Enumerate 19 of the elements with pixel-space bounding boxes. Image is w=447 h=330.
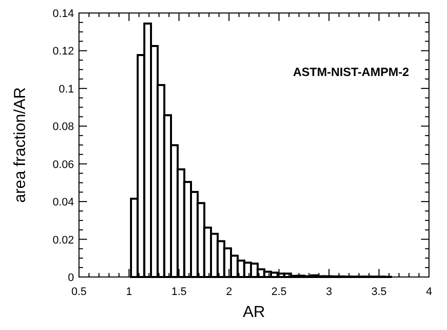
y-tick-label: 0.14 [52, 8, 74, 20]
x-tick-label: 0.5 [71, 286, 87, 298]
y-tick-label: 0.08 [52, 121, 74, 134]
x-tick-label: 1 [126, 286, 132, 298]
y-tick-label: 0 [68, 272, 74, 284]
x-tick-label: 3 [326, 286, 332, 298]
x-axis-title: AR [242, 304, 266, 321]
y-tick-label: 0.02 [52, 234, 74, 246]
x-tick-label: 4 [426, 286, 432, 298]
x-tick-label: 2 [226, 286, 232, 298]
x-tick-label: 2.5 [271, 286, 287, 298]
annotation: ASTM-NIST-AMPM-2 [293, 65, 410, 79]
x-tick-label: 3.5 [371, 286, 387, 298]
y-axis-title: area fraction/AR [12, 87, 29, 203]
y-tick-label: 0.1 [58, 83, 74, 96]
y-tick-label: 0.04 [52, 196, 74, 209]
y-tick-label: 0.12 [52, 46, 74, 58]
x-tick-label: 1.5 [171, 286, 187, 298]
y-tick-label: 0.06 [52, 158, 74, 171]
